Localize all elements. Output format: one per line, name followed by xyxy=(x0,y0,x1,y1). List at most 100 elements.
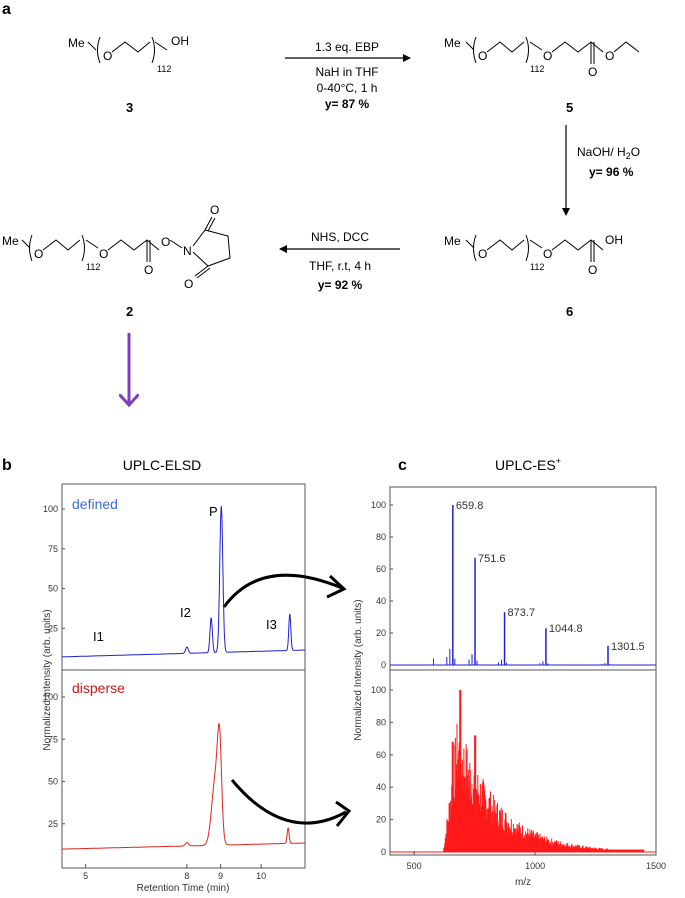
panel-a: a Me O 112 OH 3 1.3 eq. EBP NaH in THF 0… xyxy=(2,1,640,405)
atom-o: O xyxy=(161,235,170,249)
atom-o: O xyxy=(543,49,552,63)
repeat-count: 112 xyxy=(530,64,544,74)
y-tick-label: 50 xyxy=(48,777,58,787)
bracket-right xyxy=(151,36,155,64)
x-tick-label: 5 xyxy=(83,871,88,881)
y-tick-label: 20 xyxy=(376,628,386,638)
atom-oh: OH xyxy=(171,34,189,48)
bracket-left xyxy=(97,36,101,64)
step1-reagent: 1.3 eq. EBP xyxy=(315,40,379,54)
y-tick-label: 75 xyxy=(48,734,58,744)
step2-reagent: NaOH/ H2O xyxy=(577,145,640,161)
step3-conditions: THF, r.t, 4 h xyxy=(309,259,371,273)
atom-o: O xyxy=(184,277,193,291)
compound-5-label: 5 xyxy=(566,100,573,115)
atom-o: O xyxy=(605,49,614,63)
compound-5-structure: Me O 112 O O O 5 xyxy=(444,36,640,115)
y-tick-label: 40 xyxy=(376,596,386,606)
es-ylabel: Normalized Intensity (arb. units) xyxy=(353,599,364,740)
panel-letter-b: b xyxy=(2,457,12,474)
es-defined-peaks: 659.8 751.6 873.7 1044.8 1301.5 xyxy=(390,500,656,666)
panel-b: b UPLC-ELSD 25 50 75 100 25 50 75 100 5 8 9 10 No… xyxy=(2,457,352,894)
elsd-top-yticks: 25 50 75 100 xyxy=(43,504,65,633)
step-3: NHS, DCC THF, r.t, 4 h y= 92 % xyxy=(279,230,400,292)
repeat-count: 112 xyxy=(530,262,544,272)
y-tick-label: 100 xyxy=(43,504,58,514)
y-tick-label: 100 xyxy=(371,685,386,695)
y-tick-label: 75 xyxy=(48,544,58,554)
atom-me: Me xyxy=(2,234,19,248)
atom-me: Me xyxy=(68,36,85,50)
y-tick-label: 20 xyxy=(376,815,386,825)
elsd-xticks: 5 8 9 10 xyxy=(83,864,266,881)
atom-o: O xyxy=(34,247,43,261)
es-peak-label: 751.6 xyxy=(478,553,506,565)
peak-label-i2: I2 xyxy=(180,605,191,620)
es-peak-label: 659.8 xyxy=(456,500,484,512)
atom-o: O xyxy=(588,65,597,79)
x-tick-label: 500 xyxy=(407,861,422,871)
defined-legend-label: defined xyxy=(72,496,118,512)
y-tick-label: 60 xyxy=(376,564,386,574)
compound-3-structure: Me O 112 OH 3 xyxy=(68,34,189,115)
x-tick-label: 1500 xyxy=(646,861,666,871)
atom-o: O xyxy=(103,49,112,63)
compound-3-label: 3 xyxy=(126,100,133,115)
peak-label-i1: I1 xyxy=(93,629,104,644)
atom-n: N xyxy=(183,244,192,258)
atom-oh: OH xyxy=(605,233,623,247)
y-tick-label: 80 xyxy=(376,532,386,542)
atom-o: O xyxy=(543,247,552,261)
y-tick-label: 100 xyxy=(371,500,386,510)
disperse-legend-label: disperse xyxy=(72,680,125,696)
elsd-ylabel: Normalized Intensity (arb. units) xyxy=(42,609,53,750)
elsd-defined-trace xyxy=(62,506,305,658)
atom-me: Me xyxy=(444,36,461,50)
compound-2-label: 2 xyxy=(126,304,133,319)
y-tick-label: 25 xyxy=(48,623,58,633)
y-tick-label: 80 xyxy=(376,717,386,727)
es-xticks: 500 1000 1500 xyxy=(407,851,666,871)
compound-6-structure: Me O 112 O O OH 6 xyxy=(444,233,623,319)
step-2: NaOH/ H2O y= 96 % xyxy=(562,125,640,216)
x-tick-label: 1000 xyxy=(525,861,545,871)
panel-b-title: UPLC-ELSD xyxy=(123,457,202,473)
compound-6-label: 6 xyxy=(566,304,573,319)
es-peak-label: 1301.5 xyxy=(611,641,645,653)
y-tick-label: 50 xyxy=(48,584,58,594)
step2-yield: y= 96 % xyxy=(589,165,634,179)
step1-base: NaH in THF xyxy=(315,65,378,79)
atom-me: Me xyxy=(444,234,461,248)
atom-o: O xyxy=(144,263,153,277)
es-peak-label: 873.7 xyxy=(508,607,536,619)
atom-o: O xyxy=(588,263,597,277)
panel-letter-a: a xyxy=(2,1,11,18)
x-tick-label: 8 xyxy=(184,871,189,881)
elsd-xlabel: Retention Time (min) xyxy=(137,883,230,894)
step-1: 1.3 eq. EBP NaH in THF 0-40°C, 1 h y= 87… xyxy=(285,40,411,111)
elsd-bottom-yticks: 25 50 75 100 xyxy=(43,692,65,829)
panel-c: c UPLC-ES+ 0 20 40 60 80 100 0 20 40 60 80 100 500… xyxy=(353,456,666,888)
atom-o: O xyxy=(478,247,487,261)
y-tick-label: 0 xyxy=(381,847,386,857)
peak-label-i3: I3 xyxy=(266,617,277,632)
elsd-bottom-frame xyxy=(61,669,306,869)
x-tick-label: 9 xyxy=(218,871,223,881)
panel-c-title: UPLC-ES+ xyxy=(495,456,561,473)
succinimide-ring xyxy=(192,229,231,267)
y-tick-label: 25 xyxy=(48,819,58,829)
step3-yield: y= 92 % xyxy=(318,278,363,292)
es-bottom-yticks: 0 20 40 60 80 100 xyxy=(371,685,393,857)
y-tick-label: 60 xyxy=(376,750,386,760)
es-peak-label: 1044.8 xyxy=(549,623,583,635)
peak-label-p: P xyxy=(209,504,218,519)
y-tick-label: 40 xyxy=(376,782,386,792)
step1-conditions: 0-40°C, 1 h xyxy=(317,81,378,95)
step1-yield: y= 87 % xyxy=(325,97,370,111)
transfer-arrow-bottom xyxy=(230,779,347,825)
elsd-disperse-trace xyxy=(62,722,305,850)
y-tick-label: 100 xyxy=(43,692,58,702)
panel-letter-c: c xyxy=(398,457,407,474)
es-disperse-spectrum xyxy=(390,690,656,853)
